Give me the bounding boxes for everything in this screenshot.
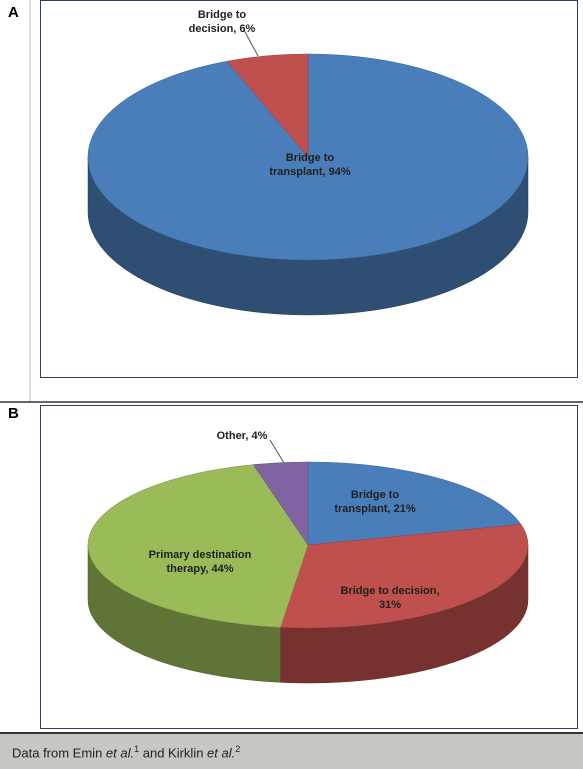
data-label: Other, 4%	[216, 430, 268, 442]
panel-label: B	[8, 405, 19, 422]
caption-text: et al.	[105, 745, 135, 761]
caption-text: et al.	[207, 745, 236, 761]
pie-slice	[280, 524, 529, 629]
chart-frame	[40, 0, 578, 378]
leader-line	[269, 439, 285, 464]
pie-slice	[87, 464, 309, 628]
caption: Data from Emin et al.1 and Kirklin et al…	[0, 732, 583, 769]
data-label: Primary destination therapy, 44%	[148, 549, 252, 575]
caption-text: 1	[134, 744, 140, 754]
pie-slice	[226, 53, 309, 158]
data-label: Bridge to decision, 31%	[340, 585, 440, 611]
panel-label: A	[8, 4, 19, 21]
chart-frame	[40, 405, 578, 729]
caption-text: Data from Emin	[12, 745, 106, 761]
data-label: Bridge to transplant, 21%	[334, 489, 416, 515]
data-label: Bridge to decision, 6%	[188, 9, 256, 35]
pie-slice	[252, 461, 309, 546]
leader-line	[243, 29, 259, 57]
pie-slice	[307, 461, 522, 546]
caption-text: and Kirklin	[139, 745, 208, 761]
caption-text: 2	[235, 744, 241, 754]
data-label: Bridge to transplant, 94%	[269, 152, 351, 178]
